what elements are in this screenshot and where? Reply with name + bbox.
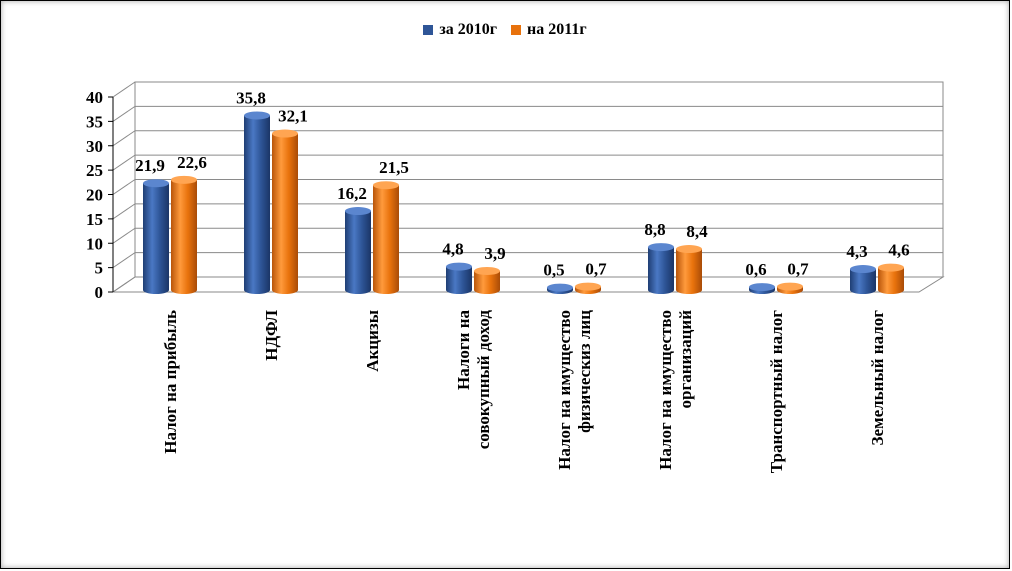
data-labels-layer: 21,9 22,6 35,8 32,1 16,2 21,5 4,8 3,9 0,5 0,7 8,8 8… bbox=[135, 88, 910, 279]
x-category-label-line: Земельный налог bbox=[868, 310, 887, 446]
gridline-diagonal bbox=[112, 130, 136, 147]
gridline-diagonal bbox=[112, 276, 136, 293]
floor bbox=[111, 276, 945, 293]
gridline-diagonal bbox=[112, 81, 136, 98]
legend-item-2010: за 2010г bbox=[423, 21, 497, 39]
x-category-label-line: физическиз лиц bbox=[575, 310, 594, 433]
gridline-diagonal bbox=[112, 179, 136, 195]
x-category-label-line: НДФЛ bbox=[262, 310, 281, 361]
bar-top-2011-3 bbox=[474, 266, 500, 275]
x-category-label-line: организаций bbox=[676, 310, 695, 409]
data-label-2010-4: 0,5 bbox=[543, 261, 564, 280]
x-category-label-line: Налоги на bbox=[454, 310, 473, 390]
data-label-2010-6: 0,6 bbox=[745, 260, 766, 279]
data-label-2011-5: 8,4 bbox=[686, 222, 708, 241]
legend-swatch-2011 bbox=[511, 25, 522, 35]
bar-2010-5 bbox=[648, 247, 674, 294]
y-tick-label: 15 bbox=[86, 210, 103, 229]
bar-2011-7 bbox=[878, 267, 904, 294]
bar-2011-0 bbox=[171, 179, 197, 294]
data-label-2011-0: 22,6 bbox=[177, 153, 207, 172]
y-tick-label: 30 bbox=[86, 137, 103, 156]
legend-label-2010: за 2010г bbox=[439, 21, 498, 38]
grid-layer bbox=[111, 81, 945, 293]
legend-swatch-2010 bbox=[423, 25, 434, 35]
gridline-diagonal bbox=[112, 105, 136, 122]
data-label-2011-4: 0,7 bbox=[585, 260, 607, 279]
data-label-2011-3: 3,9 bbox=[484, 244, 505, 263]
x-category-label: Налог на имущество организаций bbox=[656, 310, 695, 470]
bar-top-2011-4 bbox=[575, 282, 601, 291]
y-tick-label: 0 bbox=[95, 283, 104, 302]
bar-2011-5 bbox=[676, 249, 702, 294]
data-label-2011-1: 32,1 bbox=[278, 107, 308, 126]
bar-top-2010-2 bbox=[345, 207, 371, 216]
data-label-2011-6: 0,7 bbox=[787, 260, 809, 279]
data-label-2010-2: 16,2 bbox=[337, 184, 367, 203]
data-label-2010-7: 4,3 bbox=[846, 242, 867, 261]
x-category-label: Транспортный налог bbox=[767, 310, 786, 473]
bar-top-2010-4 bbox=[547, 283, 573, 292]
bar-top-2011-1 bbox=[272, 129, 298, 138]
y-axis: 0 5 10 15 20 25 30 35 40 bbox=[86, 88, 114, 302]
legend-label-2011: на 2011г bbox=[527, 21, 587, 38]
x-category-label-line: совокупный доход bbox=[474, 310, 493, 450]
x-category-label: Налог на имущество физическиз лиц bbox=[555, 310, 594, 470]
bar-top-2010-7 bbox=[850, 265, 876, 274]
bar-top-2011-6 bbox=[777, 282, 803, 291]
bar-top-2011-2 bbox=[373, 181, 399, 190]
bar-2010-2 bbox=[345, 211, 371, 294]
bar-top-2010-1 bbox=[244, 111, 270, 120]
bar-2011-3 bbox=[474, 270, 500, 294]
data-label-2010-5: 8,8 bbox=[644, 220, 665, 239]
y-tick-label: 10 bbox=[86, 234, 103, 253]
y-tick-label: 40 bbox=[86, 88, 103, 107]
gridline-diagonal bbox=[112, 203, 136, 220]
bar-top-2010-6 bbox=[749, 283, 775, 292]
bar-top-2010-5 bbox=[648, 243, 674, 252]
x-axis-labels: Налог на прибыль НДФЛ Акцизы Налоги на совок… bbox=[161, 310, 887, 474]
bar-2010-1 bbox=[244, 115, 270, 294]
data-label-2010-3: 4,8 bbox=[442, 240, 463, 259]
x-category-label-line: Налог на имущество bbox=[555, 310, 574, 470]
x-category-label: Земельный налог bbox=[868, 310, 887, 446]
legend: за 2010г на 2011г bbox=[1, 21, 1009, 39]
x-category-label: Акцизы bbox=[363, 310, 382, 372]
bar-2010-3 bbox=[446, 266, 472, 294]
y-tick-label: 5 bbox=[95, 259, 104, 278]
bars-layer bbox=[143, 111, 904, 294]
x-category-label: Налог на прибыль bbox=[161, 310, 180, 454]
y-tick-label: 35 bbox=[86, 112, 103, 131]
x-category-label-line: Налог на прибыль bbox=[161, 310, 180, 454]
bar-2010-7 bbox=[850, 269, 876, 294]
bar-top-2010-0 bbox=[143, 179, 169, 188]
data-label-2010-0: 21,9 bbox=[135, 156, 165, 175]
gridline-diagonal bbox=[112, 252, 136, 269]
y-tick-label: 20 bbox=[86, 186, 103, 205]
gridline-diagonal bbox=[112, 154, 136, 171]
data-label-2011-2: 21,5 bbox=[379, 158, 409, 177]
gridline-diagonal bbox=[112, 227, 136, 244]
bar-top-2011-7 bbox=[878, 263, 904, 272]
x-category-label-line: Налог на имущество bbox=[656, 310, 675, 470]
x-category-label-line: Акцизы bbox=[363, 310, 382, 372]
x-category-label-line: Транспортный налог bbox=[767, 310, 786, 473]
bar-top-2011-0 bbox=[171, 175, 197, 184]
bar-top-2010-3 bbox=[446, 262, 472, 271]
bar-2010-0 bbox=[143, 183, 169, 294]
x-category-label: НДФЛ bbox=[262, 310, 281, 361]
bar-2011-2 bbox=[373, 185, 399, 294]
bar-2011-1 bbox=[272, 133, 298, 294]
legend-item-2011: на 2011г bbox=[511, 21, 587, 39]
bar-top-2011-5 bbox=[676, 245, 702, 254]
y-tick-label: 25 bbox=[86, 161, 103, 180]
x-category-label: Налоги на совокупный доход bbox=[454, 310, 493, 450]
data-label-2011-7: 4,6 bbox=[888, 241, 909, 260]
data-label-2010-1: 35,8 bbox=[236, 88, 266, 107]
